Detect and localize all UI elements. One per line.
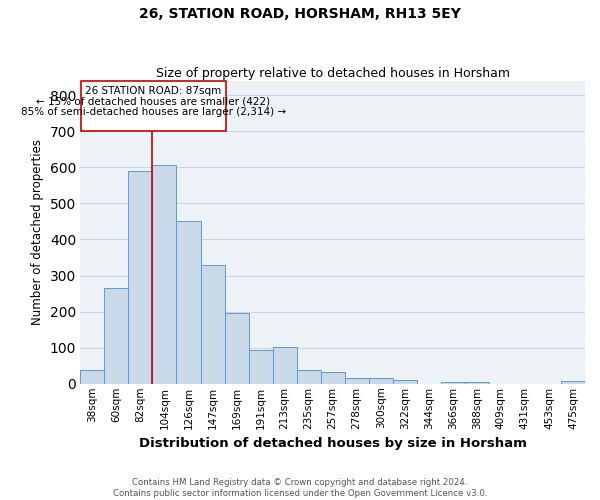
Text: 26 STATION ROAD: 87sqm: 26 STATION ROAD: 87sqm bbox=[85, 86, 221, 97]
Text: 85% of semi-detached houses are larger (2,314) →: 85% of semi-detached houses are larger (… bbox=[21, 106, 286, 117]
Bar bbox=[320, 372, 344, 384]
Bar bbox=[224, 314, 248, 384]
Bar bbox=[465, 382, 489, 384]
Bar bbox=[441, 382, 465, 384]
Bar bbox=[152, 166, 176, 384]
Bar bbox=[176, 222, 200, 384]
Text: ← 15% of detached houses are smaller (422): ← 15% of detached houses are smaller (42… bbox=[36, 96, 271, 106]
Y-axis label: Number of detached properties: Number of detached properties bbox=[31, 139, 44, 325]
Bar bbox=[248, 350, 272, 384]
Bar bbox=[128, 171, 152, 384]
Text: Contains HM Land Registry data © Crown copyright and database right 2024.
Contai: Contains HM Land Registry data © Crown c… bbox=[113, 478, 487, 498]
X-axis label: Distribution of detached houses by size in Horsham: Distribution of detached houses by size … bbox=[139, 437, 527, 450]
Bar bbox=[344, 378, 369, 384]
Bar bbox=[80, 370, 104, 384]
Text: 26, STATION ROAD, HORSHAM, RH13 5EY: 26, STATION ROAD, HORSHAM, RH13 5EY bbox=[139, 8, 461, 22]
Bar bbox=[104, 288, 128, 384]
Bar bbox=[200, 264, 224, 384]
Bar bbox=[369, 378, 393, 384]
Bar bbox=[296, 370, 320, 384]
Bar bbox=[561, 381, 585, 384]
Title: Size of property relative to detached houses in Horsham: Size of property relative to detached ho… bbox=[155, 66, 509, 80]
Bar bbox=[393, 380, 417, 384]
Bar bbox=[272, 346, 296, 384]
FancyBboxPatch shape bbox=[81, 82, 226, 131]
